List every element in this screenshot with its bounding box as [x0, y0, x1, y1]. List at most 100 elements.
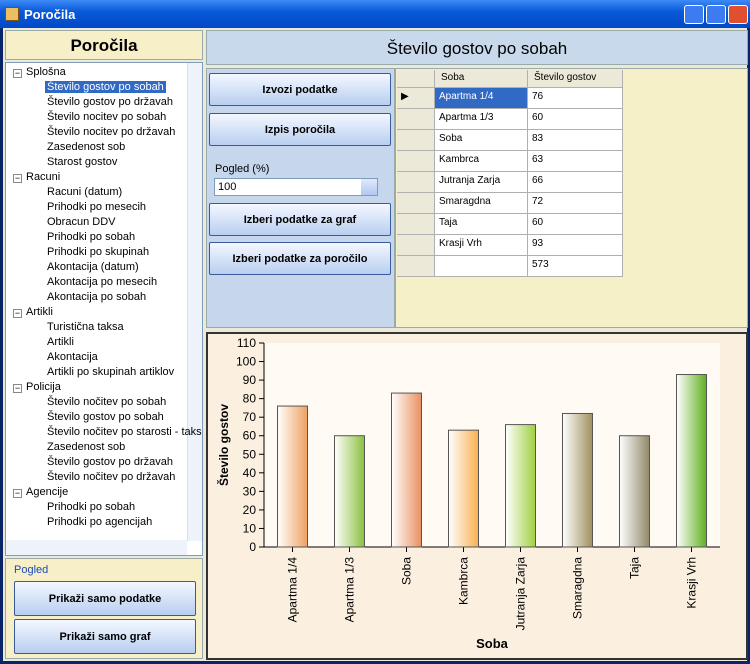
cell[interactable]	[435, 256, 528, 277]
row-header[interactable]	[397, 256, 435, 277]
tree-item[interactable]: Akontacija po sobah	[47, 291, 147, 303]
cell[interactable]: Krasji Vrh	[435, 235, 528, 256]
row-header[interactable]	[397, 109, 435, 130]
tree-group[interactable]: Policija	[26, 381, 61, 393]
tree-group[interactable]: Artikli	[26, 306, 53, 318]
bar	[562, 412, 593, 548]
corner	[397, 70, 435, 88]
tree-item[interactable]: Starost gostov	[47, 156, 118, 168]
zoom-combo[interactable]: 100	[214, 178, 378, 196]
button[interactable]: Izvozi podatke	[209, 73, 391, 106]
tree-item[interactable]: Artikli po skupinah artiklov	[47, 366, 175, 378]
x-tick-label: Jutranja Zarja	[514, 557, 528, 631]
tree-item[interactable]: Akontacija (datum)	[47, 261, 139, 273]
cell[interactable]: 66	[528, 172, 623, 193]
tree-item[interactable]: Akontacija	[47, 351, 98, 363]
button[interactable]: Prikaži samo podatke	[14, 581, 196, 616]
cell[interactable]: Smaragdna	[435, 193, 528, 214]
cell[interactable]: Soba	[435, 130, 528, 151]
row-header[interactable]	[397, 130, 435, 151]
close-button[interactable]	[728, 5, 748, 24]
tree-item[interactable]: Zasedenost sob	[47, 441, 126, 453]
minimize-button[interactable]	[684, 5, 704, 24]
combo-arrow[interactable]	[361, 179, 377, 195]
button[interactable]: Izberi podatke za poročilo	[209, 242, 391, 275]
column-header[interactable]: Soba	[435, 70, 528, 88]
expander[interactable]: −	[13, 68, 22, 78]
tree-item[interactable]: Število gostov po državah	[47, 456, 173, 468]
window-title: Poročila	[24, 7, 76, 22]
view-group: Pogled Prikaži samo podatke Prikaži samo…	[5, 558, 203, 659]
bar	[676, 374, 707, 548]
expander[interactable]: −	[13, 383, 22, 393]
tree-item[interactable]: Število gostov po državah	[47, 96, 173, 108]
tree-item[interactable]: Število gostov po sobah	[47, 411, 164, 423]
tree-group[interactable]: Agencije	[26, 486, 69, 498]
cell[interactable]: 60	[528, 109, 623, 130]
bar	[448, 429, 479, 548]
row-header[interactable]	[397, 214, 435, 235]
cell[interactable]: Taja	[435, 214, 528, 235]
tree-item[interactable]: Zasedenost sob	[47, 141, 126, 153]
tree-item[interactable]: Turistična taksa	[47, 321, 124, 333]
y-tick-label: 10	[243, 521, 257, 535]
y-tick-label: 50	[243, 447, 257, 461]
cell[interactable]: Apartma 1/4	[435, 88, 528, 109]
tree-group[interactable]: Splošna	[26, 66, 66, 78]
cell[interactable]: 72	[528, 193, 623, 214]
x-tick-label: Apartma 1/3	[343, 557, 357, 623]
x-tick-label: Smaragdna	[571, 557, 585, 619]
x-tick-label: Taja	[628, 557, 642, 579]
v-scrollbar[interactable]	[187, 63, 202, 541]
expander[interactable]: −	[13, 173, 22, 183]
tree-item[interactable]: Prihodki po sobah	[47, 501, 136, 513]
expander[interactable]: −	[13, 488, 22, 498]
row-header[interactable]	[397, 193, 435, 214]
tree-item[interactable]: Prihodki po mesecih	[47, 201, 147, 213]
column-header[interactable]: Število gostov	[528, 70, 623, 88]
button[interactable]: Izpis poročila	[209, 113, 391, 146]
app-icon	[5, 7, 19, 21]
title-bar: Poročila	[0, 0, 750, 28]
tree-item[interactable]: Prihodki po agencijah	[47, 516, 153, 528]
tree-item[interactable]: Število nočitev po sobah	[47, 396, 167, 408]
tree-item[interactable]: Prihodki po sobah	[47, 231, 136, 243]
row-header[interactable]	[397, 151, 435, 172]
tree-view: − Splošna Število gostov po sobah Število g…	[5, 62, 203, 556]
row-header[interactable]: ▶	[397, 88, 435, 109]
y-tick-label: 0	[249, 540, 256, 554]
tree-item[interactable]: Število nočitev po državah	[47, 471, 176, 483]
tree-item[interactable]: Prihodki po skupinah	[47, 246, 150, 258]
left-title: Poročila	[5, 30, 203, 60]
x-tick-label: Soba	[400, 557, 414, 585]
expander[interactable]: −	[13, 308, 22, 318]
cell[interactable]: 83	[528, 130, 623, 151]
tree-item[interactable]: Artikli	[47, 336, 74, 348]
x-axis-title: Soba	[476, 636, 509, 651]
cell[interactable]: 60	[528, 214, 623, 235]
y-axis-title: Število gostov	[216, 404, 231, 486]
cell[interactable]: 63	[528, 151, 623, 172]
button[interactable]: Prikaži samo graf	[14, 619, 196, 654]
h-scrollbar[interactable]	[6, 540, 187, 555]
y-tick-label: 90	[243, 373, 257, 387]
tree-item[interactable]: Število nocitev po sobah	[47, 111, 167, 123]
y-tick-label: 30	[243, 484, 257, 498]
cell[interactable]: Apartma 1/3	[435, 109, 528, 130]
cell[interactable]: Jutranja Zarja	[435, 172, 528, 193]
maximize-button[interactable]	[706, 5, 726, 24]
tree-item[interactable]: Število nocitev po državah	[47, 126, 176, 138]
cell[interactable]: 76	[528, 88, 623, 109]
row-header[interactable]	[397, 235, 435, 256]
tree-item[interactable]: Racuni (datum)	[47, 186, 123, 198]
total-cell[interactable]: 573	[528, 256, 623, 277]
cell[interactable]: Kambrca	[435, 151, 528, 172]
tree-item[interactable]: Število nočitev po starosti - taks	[47, 426, 202, 438]
tree-item[interactable]: Število gostov po sobah	[45, 81, 166, 93]
cell[interactable]: 93	[528, 235, 623, 256]
tree-item[interactable]: Akontacija po mesecih	[47, 276, 158, 288]
row-header[interactable]	[397, 172, 435, 193]
button[interactable]: Izberi podatke za graf	[209, 203, 391, 236]
tree-item[interactable]: Obracun DDV	[47, 216, 116, 228]
tree-group[interactable]: Racuni	[26, 171, 61, 183]
